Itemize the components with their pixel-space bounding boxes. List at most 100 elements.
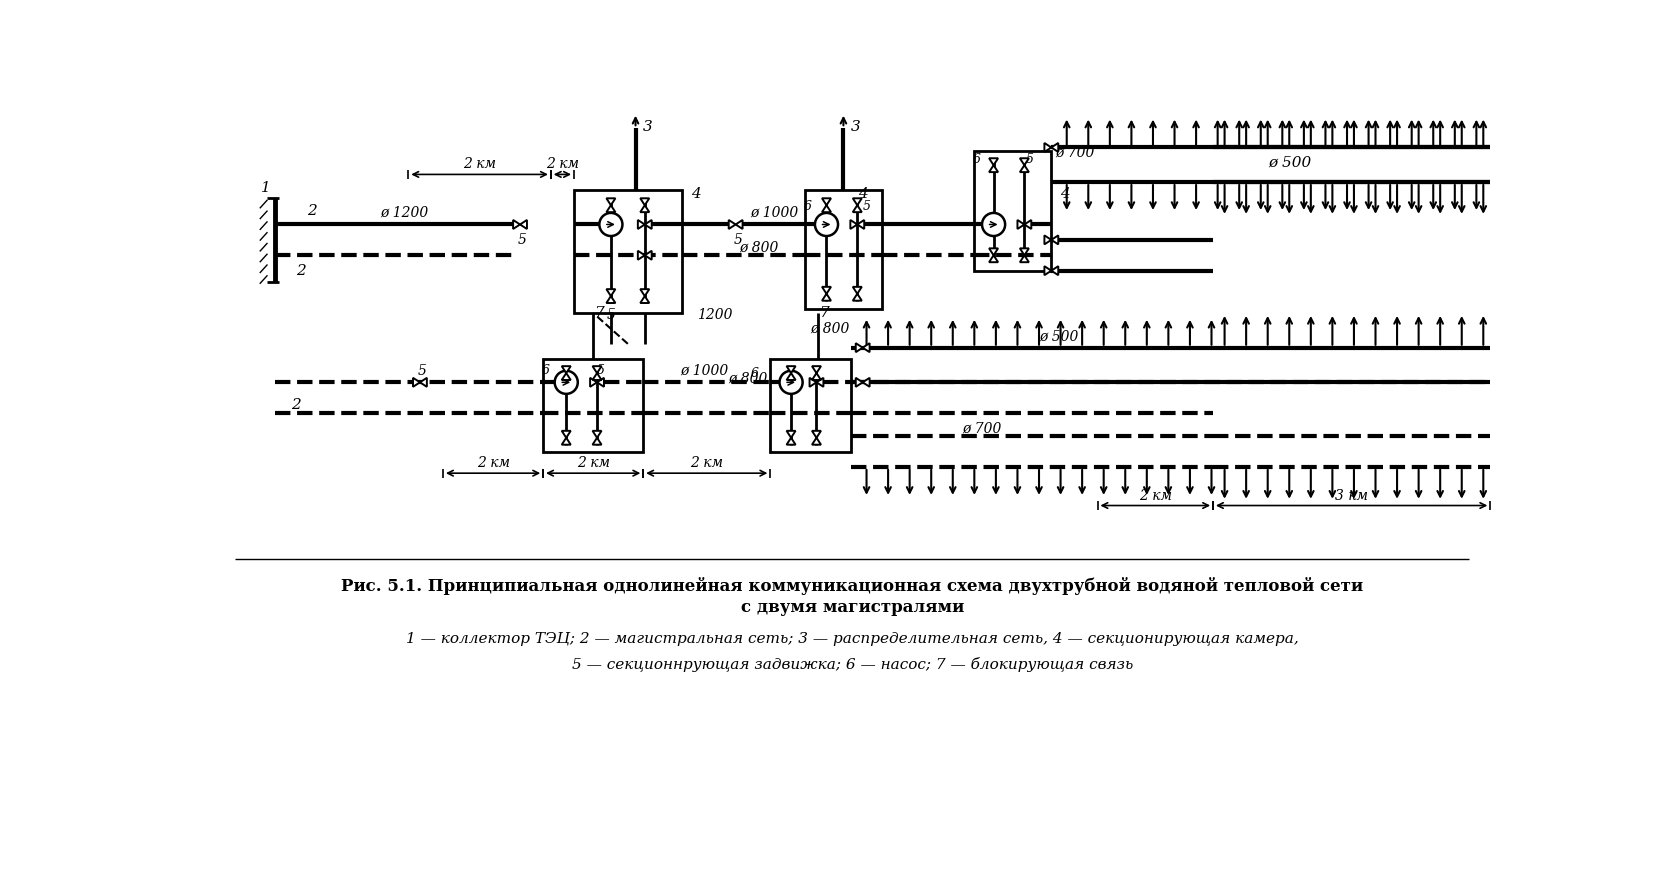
Bar [805,190,881,309]
Polygon shape [639,251,645,260]
Polygon shape [812,431,822,438]
Polygon shape [858,220,865,229]
Text: ø 500: ø 500 [1269,156,1312,170]
Polygon shape [521,220,527,229]
Text: ø 1200: ø 1200 [381,206,429,220]
Polygon shape [645,251,652,260]
Polygon shape [597,378,604,387]
Polygon shape [562,438,570,445]
Text: ø 700: ø 700 [1056,146,1094,159]
Polygon shape [1019,166,1029,172]
Text: 1200: 1200 [697,307,733,321]
Text: ø 1000: ø 1000 [680,364,728,378]
Polygon shape [1044,143,1051,152]
Text: 6: 6 [750,366,758,379]
Circle shape [555,371,577,394]
Polygon shape [863,378,870,387]
Polygon shape [812,373,822,380]
Polygon shape [812,366,822,373]
Polygon shape [817,378,823,387]
Polygon shape [640,205,649,212]
Text: 5: 5 [417,364,427,378]
Text: ø 1000: ø 1000 [750,206,798,220]
Polygon shape [640,289,649,296]
Circle shape [983,213,1004,236]
Polygon shape [850,220,858,229]
Text: 1 — коллектор ТЭЦ; 2 — магистральная сеть; 3 — распределительная сеть, 4 — секци: 1 — коллектор ТЭЦ; 2 — магистральная сет… [406,632,1299,646]
Polygon shape [592,373,602,380]
Polygon shape [1051,266,1058,275]
Polygon shape [514,220,521,229]
Text: с двумя магистралями: с двумя магистралями [740,598,965,616]
Text: 2 км: 2 км [462,158,496,172]
Polygon shape [856,378,863,387]
Polygon shape [1018,220,1024,229]
Text: 2 км: 2 км [477,456,509,470]
Polygon shape [787,431,795,438]
Text: 7: 7 [820,306,830,320]
Polygon shape [1019,255,1029,262]
Text: 5: 5 [733,233,742,247]
Text: 5 — секционнрующая задвижка; 6 — насос; 7 — блокирующая связь: 5 — секционнрующая задвижка; 6 — насос; … [572,657,1133,673]
Polygon shape [1019,159,1029,166]
Text: 2 км: 2 км [690,456,723,470]
Text: 6: 6 [542,364,549,378]
Polygon shape [787,366,795,373]
Text: 5: 5 [607,308,615,322]
Polygon shape [989,248,998,255]
Polygon shape [1051,236,1058,244]
Polygon shape [822,286,832,293]
Polygon shape [592,366,602,373]
Polygon shape [728,220,735,229]
Polygon shape [590,378,597,387]
Polygon shape [639,220,645,229]
Text: 2: 2 [308,204,318,218]
Polygon shape [1051,143,1058,152]
Text: 4: 4 [690,187,700,201]
Text: Рис. 5.1. Принципиальная однолинейная коммуникационная схема двухтрубной водяной: Рис. 5.1. Принципиальная однолинейная ко… [341,577,1364,596]
Polygon shape [640,198,649,205]
Polygon shape [412,378,421,387]
Polygon shape [735,220,743,229]
Text: 5: 5 [863,201,870,213]
Polygon shape [856,343,863,352]
Text: ø 500: ø 500 [1039,329,1079,343]
Text: 6: 6 [803,201,812,213]
Circle shape [599,213,622,236]
Text: 5: 5 [1026,152,1034,166]
Polygon shape [853,293,861,300]
Polygon shape [787,373,795,380]
Polygon shape [787,438,795,445]
Polygon shape [562,431,570,438]
Polygon shape [592,438,602,445]
Polygon shape [822,198,832,205]
Circle shape [780,371,803,394]
Text: ø 700: ø 700 [963,421,1001,435]
Bar [544,359,644,452]
Text: 2 км: 2 км [545,158,579,172]
Polygon shape [853,286,861,293]
Polygon shape [1044,266,1051,275]
Polygon shape [810,378,817,387]
Polygon shape [607,296,615,303]
Circle shape [815,213,838,236]
Polygon shape [853,205,861,212]
Polygon shape [989,255,998,262]
Bar [975,152,1051,271]
Text: 6: 6 [973,152,981,166]
Polygon shape [607,198,615,205]
Polygon shape [863,343,870,352]
Text: ø 800: ø 800 [728,371,768,385]
Polygon shape [592,431,602,438]
Polygon shape [989,166,998,172]
Text: 4: 4 [1061,187,1069,201]
Polygon shape [1044,236,1051,244]
Text: ø 800: ø 800 [810,321,850,336]
Text: ø 800: ø 800 [738,241,778,255]
Text: 2 км: 2 км [1139,489,1172,503]
Polygon shape [562,366,570,373]
Polygon shape [640,296,649,303]
Polygon shape [822,205,832,212]
Text: 1: 1 [261,181,271,195]
Text: 5: 5 [517,233,527,247]
